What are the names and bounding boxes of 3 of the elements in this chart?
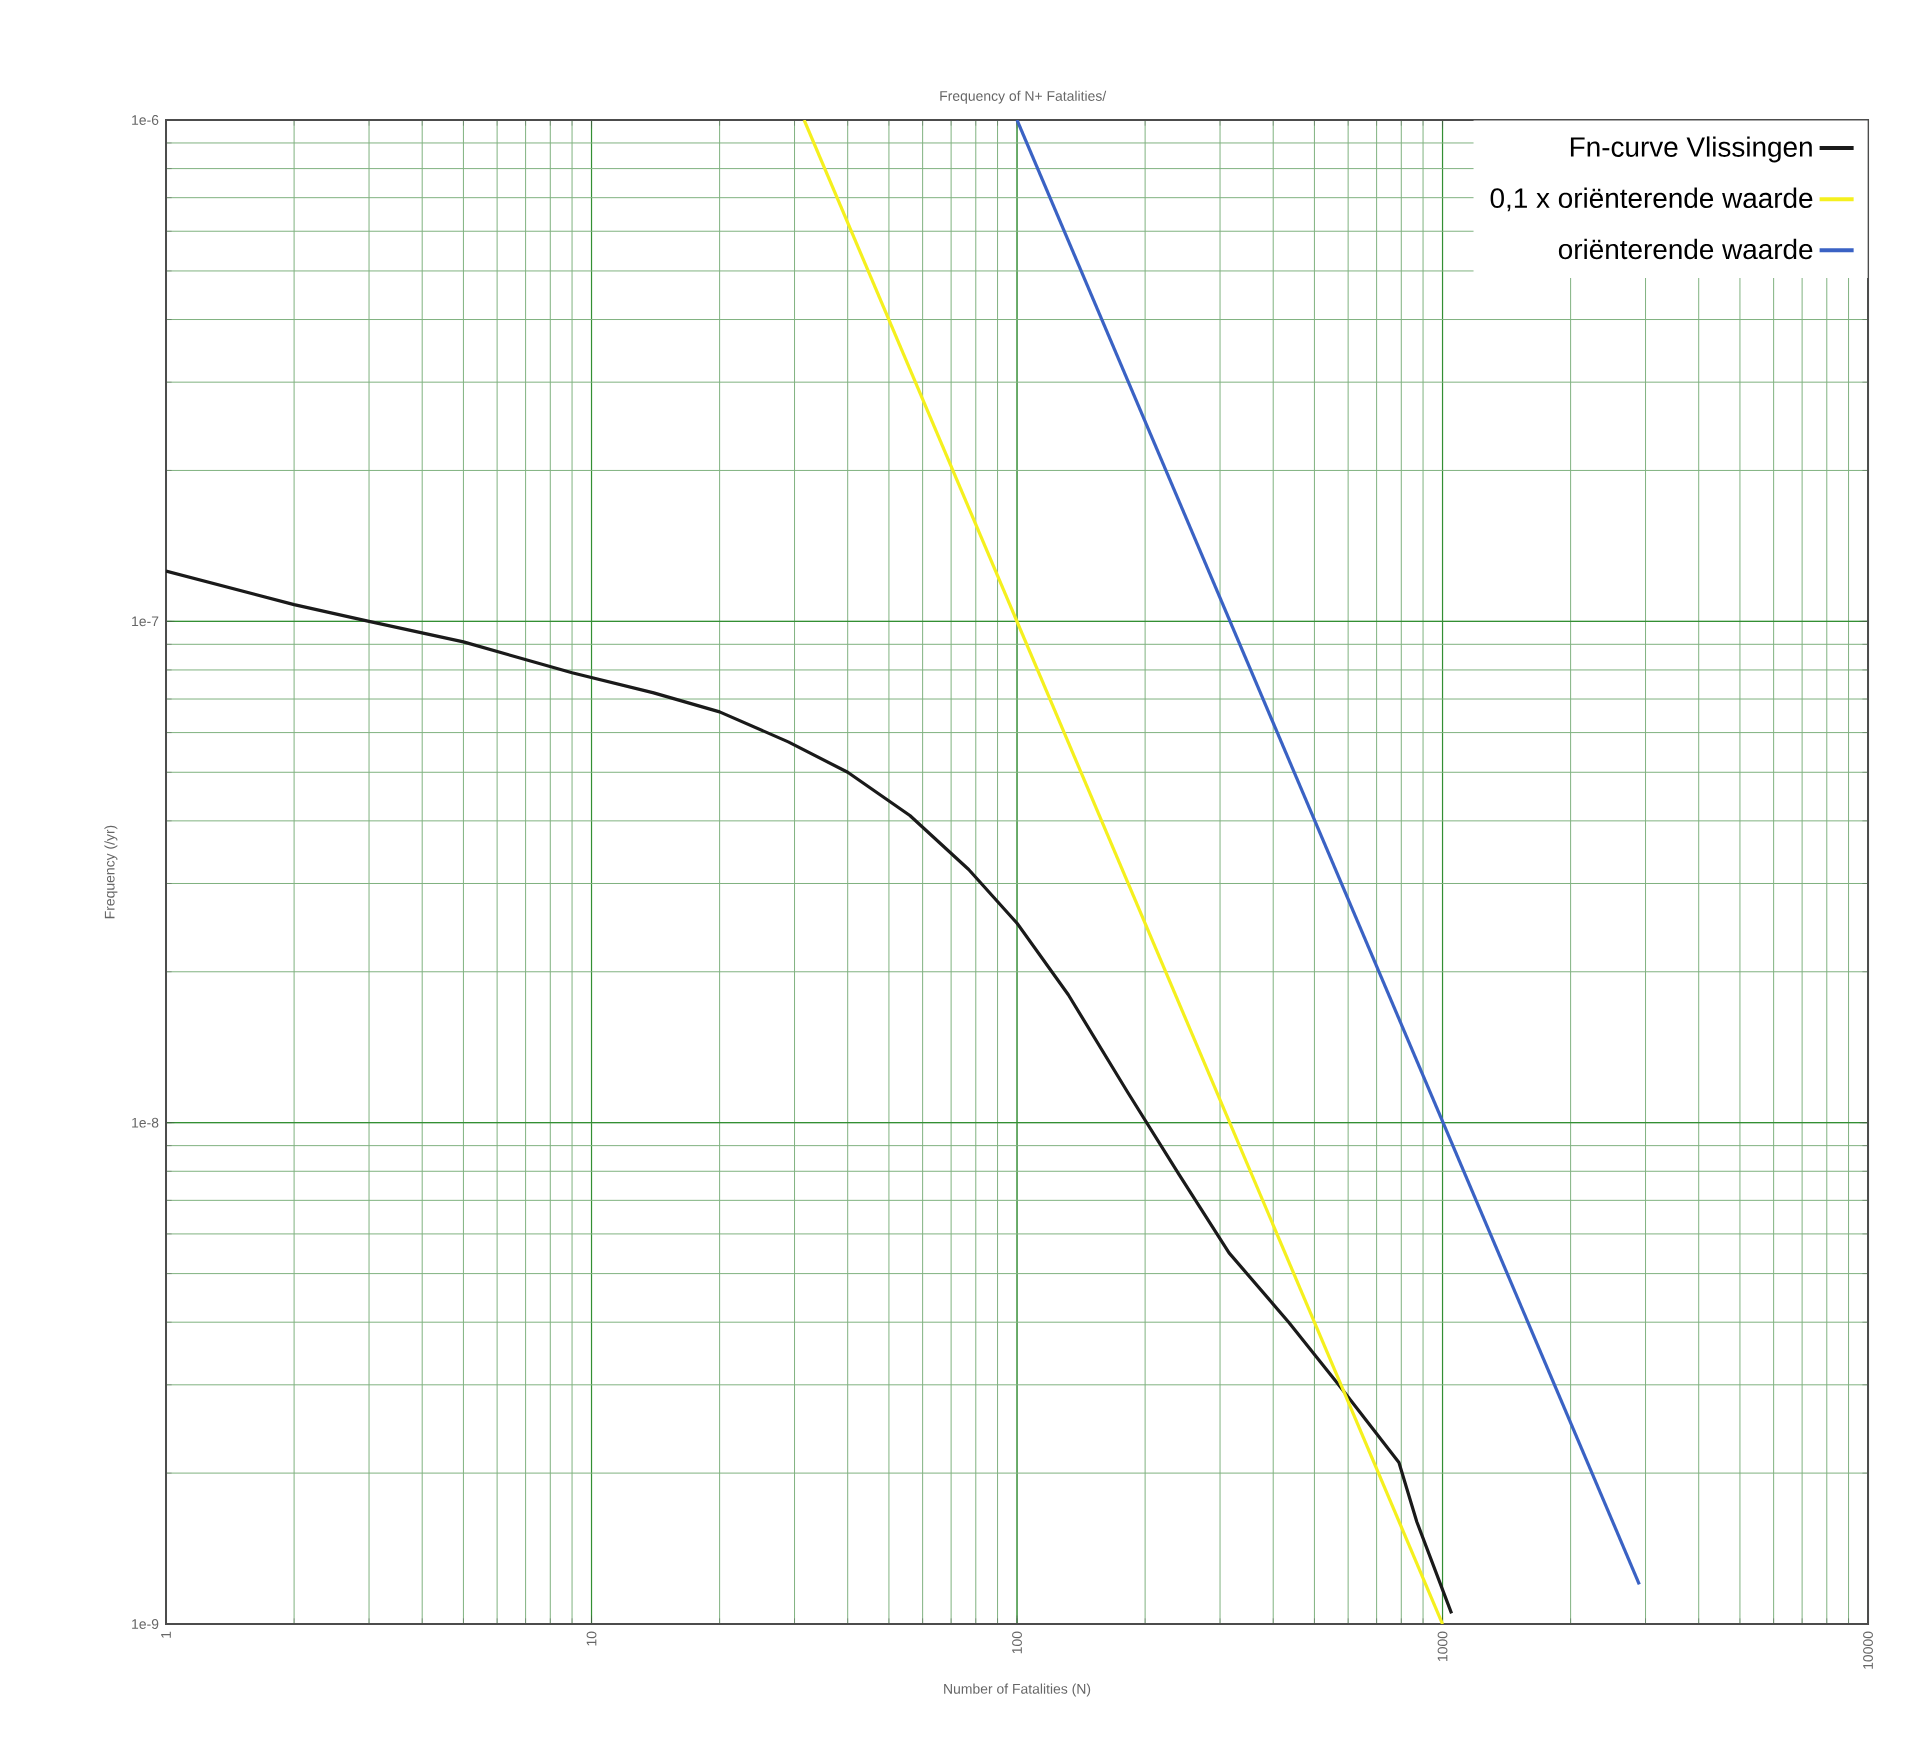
legend-label: oriënterende waarde (1558, 238, 1813, 260)
legend-label: Fn-curve Vlissingen (1570, 136, 1812, 163)
legend-label: 0,1 x oriënterende waarde (1490, 187, 1813, 212)
